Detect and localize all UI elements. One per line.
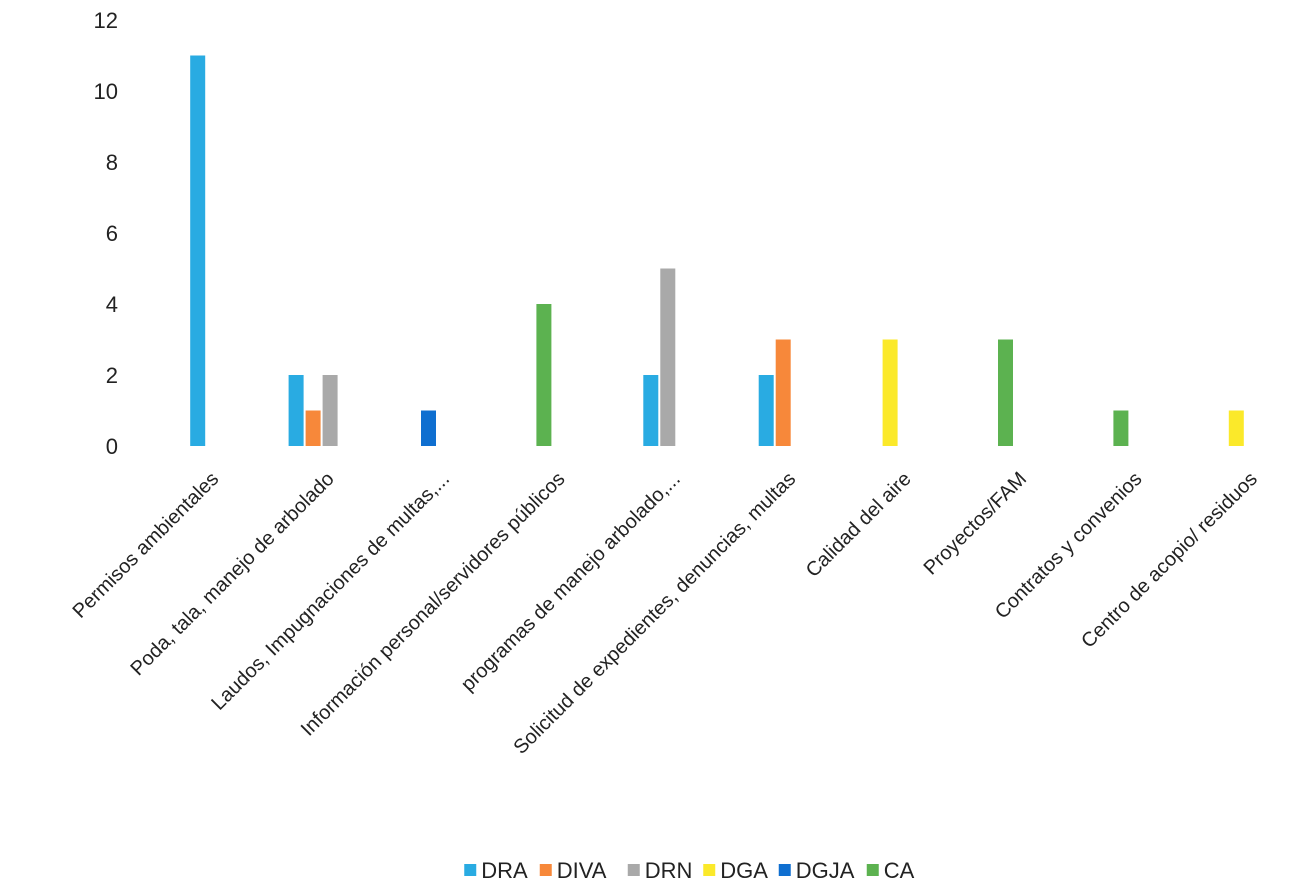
x-tick-label: Proyectos/FAM [920,468,1031,579]
legend: DRA DIVA DRN DGA DGJA CA [464,858,915,883]
y-axis-ticks: 0 2 4 6 8 10 12 [94,8,118,459]
legend-label-dgja: DGJA [796,858,855,883]
legend-swatch-dgja [778,864,791,876]
bar-dga-6 [882,339,898,446]
legend-label-drn: DRN [645,858,693,883]
bar-dga-9 [1228,410,1244,446]
bar-dra-4 [643,375,659,446]
legend-label-dga: DGA [720,858,768,883]
x-tick-label: Poda, tala, manejo de arbolado [127,468,339,680]
legend-swatch-diva [539,864,552,876]
legend-swatch-dra [464,864,477,876]
x-tick-label: programas de manejo arbolado,... [457,468,685,696]
bar-drn-1 [322,375,338,446]
bar-ca-7 [998,339,1013,446]
legend-swatch-drn [627,864,640,876]
y-tick-label: 0 [106,434,118,459]
bar-diva-5 [775,339,791,446]
bar-dgja-2 [421,410,436,446]
x-tick-label: Información personal/servidores públicos [297,468,570,741]
bar-dra-1 [288,375,304,446]
legend-swatch-ca [866,864,879,876]
y-tick-label: 6 [106,221,118,246]
legend-label-dra: DRA [481,858,528,883]
bar-dra-0 [190,55,206,446]
legend-label-diva: DIVA [557,858,607,883]
x-tick-label: Calidad del aire [802,468,916,582]
y-tick-label: 12 [94,8,118,33]
bar-drn-4 [660,268,676,446]
bars-group [190,55,1244,446]
bar-ca-3 [536,304,552,446]
bar-dra-5 [758,375,774,446]
bar-diva-1 [305,410,321,446]
y-tick-label: 2 [106,363,118,388]
legend-label-ca: CA [884,858,915,883]
bar-ca-8 [1113,410,1129,446]
y-tick-label: 10 [94,79,118,104]
x-tick-label: Laudos, Impugnaciones de multas,... [207,468,454,715]
y-tick-label: 8 [106,150,118,175]
y-tick-label: 4 [106,292,118,317]
legend-swatch-dga [703,864,716,876]
